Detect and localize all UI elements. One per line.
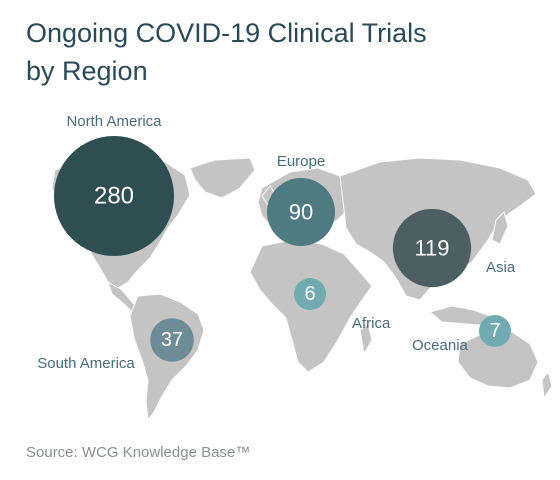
bubble-value-asia: 119 — [414, 236, 449, 261]
bubble-value-europe: 90 — [289, 200, 313, 225]
bubble-oceania — [479, 315, 511, 347]
region-label-europe: Europe — [277, 153, 325, 170]
region-bubbles: 280 90 119 6 37 7 — [54, 136, 511, 362]
region-label-asia: Asia — [486, 259, 516, 276]
bubble-asia — [392, 208, 472, 288]
bubble-value-south-america: 37 — [161, 329, 183, 351]
region-label-south-america: South America — [37, 355, 135, 372]
japan-shape — [491, 211, 509, 245]
new-zealand-shape — [541, 370, 553, 400]
madagascar-shape — [359, 323, 373, 356]
source-note: Source: WCG Knowledge Base™ — [26, 444, 251, 461]
bubble-europe — [266, 177, 336, 247]
bubble-africa — [294, 278, 326, 310]
chart-title: Ongoing COVID-19 Clinical Trials by Regi… — [26, 14, 427, 90]
bubble-south-america — [150, 318, 194, 362]
bubble-north-america — [54, 136, 174, 256]
greenland-shape — [189, 157, 256, 199]
region-label-oceania: Oceania — [412, 337, 469, 354]
region-label-north-america: North America — [66, 113, 162, 130]
bubble-value-africa: 6 — [304, 283, 315, 305]
region-label-africa: Africa — [352, 315, 391, 332]
region-labels: North America Europe Asia Africa South Ameri… — [37, 113, 516, 372]
title-line-2: by Region — [26, 56, 148, 86]
bubble-value-north-america: 280 — [94, 183, 134, 210]
title-line-1: Ongoing COVID-19 Clinical Trials — [26, 18, 427, 48]
bubble-value-oceania: 7 — [489, 320, 500, 342]
